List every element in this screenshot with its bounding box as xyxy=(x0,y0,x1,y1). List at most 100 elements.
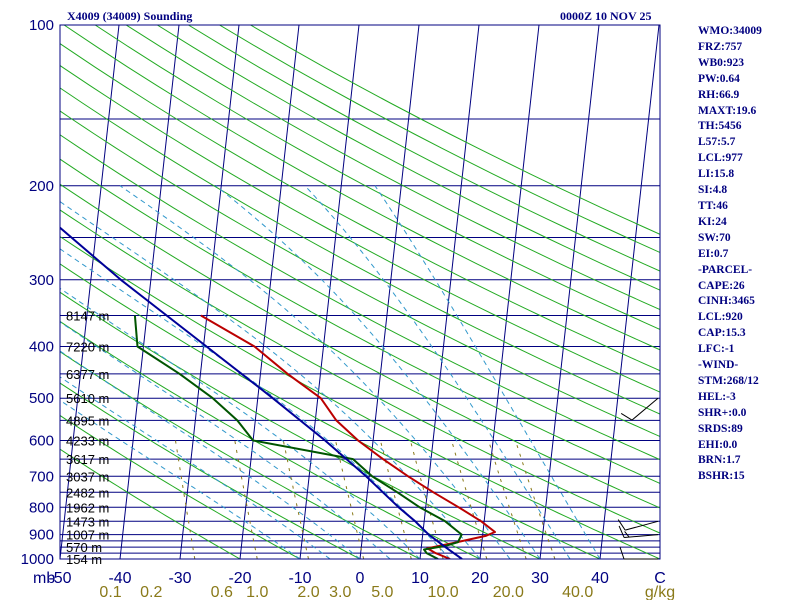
wind-barb-flag xyxy=(617,519,626,531)
mixing-ratio-tick-label: 10.0 xyxy=(428,584,459,600)
index-item: -PARCEL- xyxy=(698,263,753,276)
height-label: 4895 m xyxy=(66,413,109,428)
index-item: L57:5.7 xyxy=(698,136,736,149)
index-item: RH:66.9 xyxy=(698,88,740,101)
isotherm xyxy=(299,25,360,559)
mixing-ratio-unit-label: g/kg xyxy=(645,584,675,600)
moist-adiabat xyxy=(60,376,331,559)
temperature-tick-label: C xyxy=(654,570,666,587)
profile-series xyxy=(60,226,496,559)
isotherm xyxy=(599,25,660,559)
pressure-tick-label: 800 xyxy=(29,499,54,516)
moist-adiabat xyxy=(60,399,301,559)
dry-adiabat xyxy=(188,25,660,272)
pressure-tick-label: 500 xyxy=(29,390,54,407)
dry-adiabat xyxy=(94,25,660,330)
wind-barb xyxy=(617,519,659,531)
wind-barb xyxy=(620,397,659,421)
wind-barb-staff xyxy=(624,534,659,539)
plot-frame xyxy=(59,24,661,560)
index-item: CAP:15.3 xyxy=(698,327,746,340)
height-label: 6377 m xyxy=(66,367,109,382)
index-item: TH:5456 xyxy=(698,120,742,133)
index-item: LCL:977 xyxy=(698,152,743,165)
pressure-tick-label: 200 xyxy=(29,178,54,195)
index-item: TT:46 xyxy=(698,199,728,212)
height-label: 4233 m xyxy=(66,434,109,449)
index-item: BRN:1.7 xyxy=(698,454,741,467)
index-item: LCL:920 xyxy=(698,311,743,324)
moist-adiabat xyxy=(60,200,481,559)
temperature-tick-label: -30 xyxy=(168,570,191,587)
height-label: 3037 m xyxy=(66,469,109,484)
isotherm xyxy=(359,25,420,559)
dry-adiabat xyxy=(60,235,660,559)
sounding-time: 0000Z 10 NOV 25 xyxy=(560,9,651,23)
index-item: CAPE:26 xyxy=(698,279,745,292)
isotherm xyxy=(419,25,480,559)
index-item: MAXT:19.6 xyxy=(698,104,757,117)
temperature-tick-label: 40 xyxy=(591,570,609,587)
pressure-tick-label: 600 xyxy=(29,433,54,450)
series-parcel xyxy=(60,226,463,559)
index-item: SW:70 xyxy=(698,231,731,244)
index-item: SRDS:89 xyxy=(698,422,743,435)
temperature-tick-label: -10 xyxy=(288,570,311,587)
wind-barb-flag xyxy=(619,546,625,560)
temperature-tick-label: -50 xyxy=(48,570,71,587)
pressure-tick-label: 1000 xyxy=(21,551,54,568)
dry-adiabat xyxy=(60,87,660,415)
dry-adiabat xyxy=(60,448,242,559)
wind-barb-staff xyxy=(631,397,659,421)
index-item: KI:24 xyxy=(698,215,727,228)
index-item: WMO:34009 xyxy=(698,25,762,37)
series-dewpoint xyxy=(133,315,463,559)
mixing-ratio-tick-label: 0.2 xyxy=(140,584,162,600)
temperature-tick-label: -40 xyxy=(108,570,131,587)
index-item: SHR+:0.0 xyxy=(698,406,747,419)
isotherm xyxy=(239,25,300,559)
moist-adiabat xyxy=(119,185,511,559)
index-item: -WIND- xyxy=(698,359,739,372)
moist-adiabat xyxy=(374,185,601,559)
sounding-title: X4009 (34009) Sounding xyxy=(67,9,192,23)
mixing-ratio-tick-label: 3.0 xyxy=(329,584,351,600)
dry-adiabat xyxy=(219,25,660,254)
dry-adiabat xyxy=(60,158,660,484)
index-item: BSHR:15 xyxy=(698,470,745,483)
mixing-ratio-line xyxy=(515,440,556,559)
dry-adiabat xyxy=(60,42,660,372)
height-label: 1473 m xyxy=(66,514,109,529)
isotherm xyxy=(479,25,540,559)
wind-barbs xyxy=(617,397,659,560)
dry-adiabat xyxy=(125,25,660,311)
pressure-tick-label: 400 xyxy=(29,339,54,356)
index-item: FRZ:757 xyxy=(698,40,743,53)
dry-adiabat xyxy=(60,263,602,559)
temperature-tick-label: -20 xyxy=(228,570,251,587)
index-item: LI:15.8 xyxy=(698,168,735,181)
index-item: STM:268/12 xyxy=(698,374,759,387)
index-panel: WMO:34009 FRZ:757 WB0:923 PW:0.64 RH:66.9 MAX… xyxy=(698,24,798,485)
isotherm xyxy=(539,25,600,559)
pressure-tick-label: 300 xyxy=(29,272,54,289)
isotherm xyxy=(60,25,120,559)
pressure-tick-label: 900 xyxy=(29,527,54,544)
temperature-tick-label: 0 xyxy=(356,570,365,587)
moist-adiabat xyxy=(60,287,421,559)
mixing-ratio-line xyxy=(451,440,488,559)
index-item: EHI:0.0 xyxy=(698,438,738,451)
moist-adiabat xyxy=(60,350,361,559)
mixing-ratio-tick-label: 40.0 xyxy=(562,584,593,600)
height-label: 154 m xyxy=(66,552,102,567)
dry-adiabat xyxy=(60,183,660,509)
dry-adiabat xyxy=(63,25,660,351)
index-item: PW:0.64 xyxy=(698,72,740,85)
wind-barb xyxy=(619,546,658,560)
dry-adiabat xyxy=(60,134,660,461)
temperature-tick-label: 10 xyxy=(411,570,429,587)
height-label: 8147 m xyxy=(66,309,109,324)
mixing-ratio-tick-label: 2.0 xyxy=(297,584,319,600)
